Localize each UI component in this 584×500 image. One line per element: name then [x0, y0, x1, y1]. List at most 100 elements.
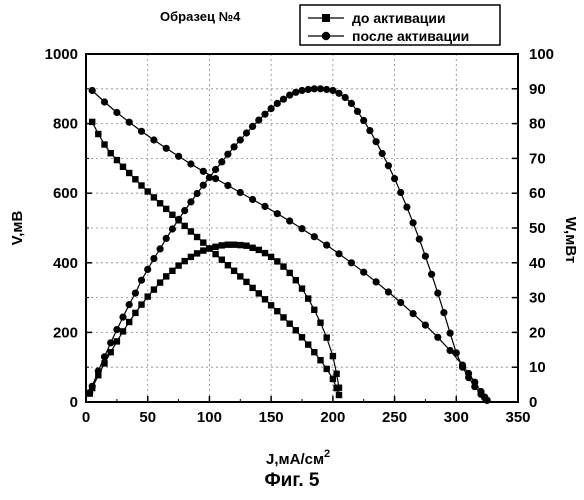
data-point-after-voltage — [249, 196, 256, 203]
data-point-after-power — [255, 117, 262, 124]
data-point-after-power — [317, 85, 324, 92]
data-point-before-power — [157, 279, 163, 285]
y-right-tick-label: 90 — [529, 81, 546, 98]
data-point-before-voltage — [188, 228, 194, 234]
data-point-after-power — [181, 207, 188, 214]
x-tick-label: 50 — [139, 409, 156, 426]
data-point-after-power — [243, 129, 250, 136]
data-point-before-voltage — [151, 194, 157, 200]
data-point-before-power — [305, 295, 311, 301]
data-point-before-power — [151, 286, 157, 292]
y-right-tick-label: 50 — [529, 220, 546, 237]
data-point-after-power — [360, 117, 367, 124]
data-point-before-voltage — [293, 327, 299, 333]
data-point-after-power — [292, 89, 299, 96]
data-point-before-voltage — [95, 131, 101, 137]
data-point-after-power — [157, 245, 164, 252]
y-left-tick-label: 800 — [53, 116, 78, 133]
data-point-after-voltage — [335, 250, 342, 257]
x-tick-label: 200 — [320, 409, 345, 426]
data-point-after-power — [169, 225, 176, 232]
data-point-after-power — [200, 182, 207, 189]
data-point-before-voltage — [243, 279, 249, 285]
data-point-after-power — [298, 87, 305, 94]
data-point-before-power — [194, 250, 200, 256]
data-point-before-voltage — [231, 268, 237, 274]
data-point-after-voltage — [261, 203, 268, 210]
data-point-after-power — [144, 266, 151, 273]
data-point-before-power — [324, 334, 330, 340]
data-point-before-voltage — [299, 334, 305, 340]
data-point-after-power — [261, 111, 268, 118]
data-point-before-power — [268, 254, 274, 260]
legend-label-2: после активации — [352, 28, 469, 44]
data-point-after-power — [150, 255, 157, 262]
x-tick-label: 0 — [82, 409, 90, 426]
data-point-before-power — [274, 258, 280, 264]
data-point-before-voltage — [212, 251, 218, 257]
data-point-before-power — [237, 242, 243, 248]
data-point-after-power — [397, 189, 404, 196]
data-point-after-power — [440, 309, 447, 316]
data-point-after-voltage — [224, 182, 231, 189]
data-point-before-voltage — [138, 182, 144, 188]
legend-label-1: до активации — [352, 10, 446, 26]
ticks: 0501001502002503003500102030405060708090… — [45, 46, 554, 426]
data-point-after-power — [132, 290, 139, 297]
series-line-after-voltage — [92, 91, 487, 401]
data-point-before-voltage — [287, 321, 293, 327]
data-point-before-power — [212, 244, 218, 250]
data-point-after-power — [224, 151, 231, 158]
data-point-after-voltage — [447, 347, 454, 354]
data-point-before-voltage — [317, 357, 323, 363]
data-point-after-voltage — [323, 242, 330, 249]
data-point-before-power — [293, 277, 299, 283]
data-point-before-power — [243, 243, 249, 249]
data-point-before-power — [200, 247, 206, 253]
data-point-after-voltage — [274, 210, 281, 217]
x-tick-label: 350 — [505, 409, 530, 426]
x-axis-title-sup: 2 — [324, 448, 330, 460]
data-point-after-power — [101, 353, 108, 360]
x-axis-title-main: J,мА/см — [266, 451, 324, 468]
data-point-after-power — [311, 85, 318, 92]
data-point-after-power — [366, 127, 373, 134]
data-point-after-power — [212, 166, 219, 173]
data-point-before-power — [126, 319, 132, 325]
data-point-after-voltage — [434, 334, 441, 341]
data-point-after-power — [465, 374, 472, 381]
data-point-after-power — [403, 204, 410, 211]
data-point-after-power — [348, 100, 355, 107]
data-point-after-power — [484, 397, 491, 404]
y-right-tick-label: 30 — [529, 290, 546, 307]
data-point-after-voltage — [113, 109, 120, 116]
data-point-before-power — [225, 242, 231, 248]
data-point-after-power — [268, 105, 275, 112]
data-point-after-voltage — [397, 299, 404, 306]
data-point-after-power — [187, 198, 194, 205]
data-point-after-power — [95, 367, 102, 374]
data-point-after-power — [126, 301, 133, 308]
data-point-after-voltage — [311, 233, 318, 240]
data-point-before-voltage — [182, 223, 188, 229]
y-left-tick-label: 0 — [70, 394, 78, 411]
data-point-before-voltage — [219, 257, 225, 263]
data-point-after-voltage — [422, 322, 429, 329]
data-point-after-power — [89, 383, 96, 390]
data-point-before-power — [317, 320, 323, 326]
data-point-before-power — [280, 263, 286, 269]
data-point-after-voltage — [373, 278, 380, 285]
data-point-after-voltage — [237, 189, 244, 196]
y-left-tick-label: 400 — [53, 255, 78, 272]
data-point-before-power — [163, 273, 169, 279]
data-point-after-power — [113, 326, 120, 333]
data-point-after-power — [379, 150, 386, 157]
x-tick-label: 100 — [197, 409, 222, 426]
data-point-after-power — [354, 108, 361, 115]
data-point-before-power — [114, 338, 120, 344]
series-after-power — [86, 85, 491, 404]
data-point-after-power — [86, 389, 93, 396]
y-right-tick-label: 80 — [529, 116, 546, 133]
x-tick-label: 300 — [444, 409, 469, 426]
